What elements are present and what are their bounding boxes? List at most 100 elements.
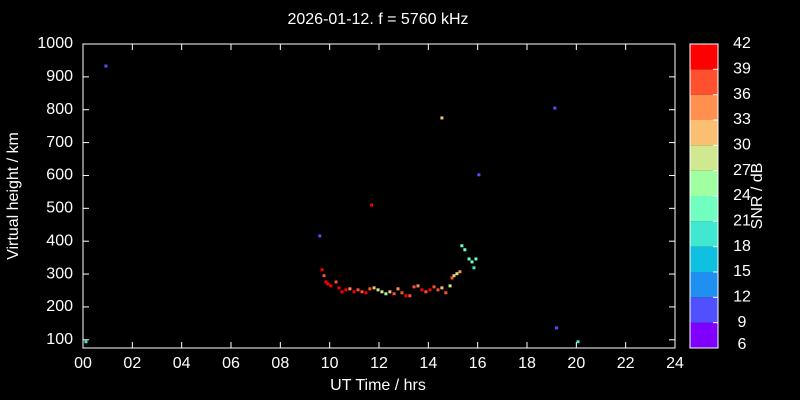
data-point — [450, 276, 454, 280]
colorbar-tick-label: 6 — [738, 336, 747, 353]
data-point — [555, 326, 559, 330]
colorbar-tick-label: 24 — [733, 187, 751, 204]
data-point — [424, 290, 428, 294]
x-tick-label: 06 — [222, 355, 240, 372]
data-point — [467, 257, 471, 261]
data-point — [412, 285, 416, 289]
data-point — [416, 284, 420, 288]
y-tick-label: 100 — [46, 331, 73, 348]
y-tick-label: 500 — [46, 200, 73, 217]
colorbar-swatch — [690, 297, 718, 323]
colorbar-swatch — [690, 170, 718, 196]
data-point — [352, 290, 356, 294]
data-point — [463, 248, 467, 252]
data-point — [324, 280, 328, 284]
data-point — [337, 286, 341, 290]
data-point — [458, 270, 462, 274]
data-point — [408, 294, 412, 298]
colorbar-swatch — [690, 94, 718, 120]
y-tick-label: 1000 — [37, 35, 73, 52]
data-point — [553, 106, 557, 110]
colorbar-label: SNR / dB — [749, 163, 766, 230]
data-point — [448, 284, 452, 288]
y-tick-label: 800 — [46, 101, 73, 118]
colorbar-tick-label: 39 — [733, 61, 751, 78]
x-tick-label: 18 — [518, 355, 536, 372]
y-tick-label: 200 — [46, 298, 73, 315]
data-point — [329, 284, 333, 288]
x-tick-label: 24 — [666, 355, 684, 372]
data-point — [348, 287, 352, 291]
data-point — [400, 291, 404, 295]
data-point — [364, 291, 368, 295]
y-tick-label: 900 — [46, 68, 73, 85]
data-point — [384, 292, 388, 296]
colorbar-tick-label: 36 — [733, 86, 751, 103]
y-tick-label: 600 — [46, 167, 73, 184]
data-point — [318, 234, 322, 238]
data-point — [322, 274, 326, 278]
colorbar-swatch — [690, 196, 718, 222]
x-tick-label: 16 — [469, 355, 487, 372]
colorbar-swatch — [690, 221, 718, 247]
data-point — [472, 266, 476, 270]
data-point — [460, 244, 464, 248]
data-point — [576, 340, 580, 344]
x-tick-label: 14 — [419, 355, 437, 372]
colorbar-tick-label: 18 — [733, 238, 751, 255]
data-point — [477, 173, 481, 177]
data-point — [470, 260, 474, 264]
x-tick-label: 12 — [370, 355, 388, 372]
x-tick-label: 00 — [74, 355, 92, 372]
x-tick-label: 02 — [123, 355, 141, 372]
colorbar-tick-label: 42 — [733, 35, 751, 52]
colorbar-swatch — [690, 44, 718, 70]
data-point — [432, 285, 436, 289]
data-point — [368, 287, 372, 291]
data-point — [396, 287, 400, 291]
data-point — [380, 290, 384, 294]
colorbar-swatch — [690, 246, 718, 272]
colorbar-swatch — [690, 322, 718, 348]
data-point — [344, 288, 348, 292]
colorbar-tick-label: 15 — [733, 263, 751, 280]
colorbar-swatch — [690, 69, 718, 95]
data-point — [370, 203, 374, 207]
data-point — [440, 116, 444, 120]
data-point — [356, 288, 360, 292]
data-point — [404, 294, 408, 298]
x-tick-label: 08 — [271, 355, 289, 372]
data-point — [436, 288, 440, 292]
data-point — [392, 292, 396, 296]
x-tick-label: 10 — [321, 355, 339, 372]
colorbar-tick-label: 12 — [733, 289, 751, 306]
x-tick-label: 20 — [567, 355, 585, 372]
chart-title: 2026-01-12. f = 5760 kHz — [287, 11, 468, 28]
data-point — [104, 64, 108, 68]
data-point — [360, 290, 364, 294]
data-point — [340, 290, 344, 294]
data-point — [320, 268, 324, 272]
data-point — [326, 282, 330, 286]
data-point — [474, 257, 478, 261]
colorbar-tick-label: 30 — [733, 137, 751, 154]
x-tick-label: 04 — [173, 355, 191, 372]
y-axis-label: Virtual height / km — [5, 132, 22, 260]
colorbar-swatch — [690, 145, 718, 171]
colorbar-tick-label: 33 — [733, 111, 751, 128]
data-point — [428, 288, 432, 292]
x-tick-label: 22 — [617, 355, 635, 372]
data-point — [372, 286, 376, 290]
colorbar-tick-label: 9 — [738, 314, 747, 331]
data-point — [444, 291, 448, 295]
y-tick-label: 700 — [46, 134, 73, 151]
data-point — [452, 274, 456, 278]
data-point — [455, 272, 459, 276]
y-tick-label: 400 — [46, 232, 73, 249]
data-point — [388, 290, 392, 294]
data-point — [420, 288, 424, 292]
x-axis-label: UT Time / hrs — [330, 377, 426, 394]
y-tick-label: 300 — [46, 265, 73, 282]
